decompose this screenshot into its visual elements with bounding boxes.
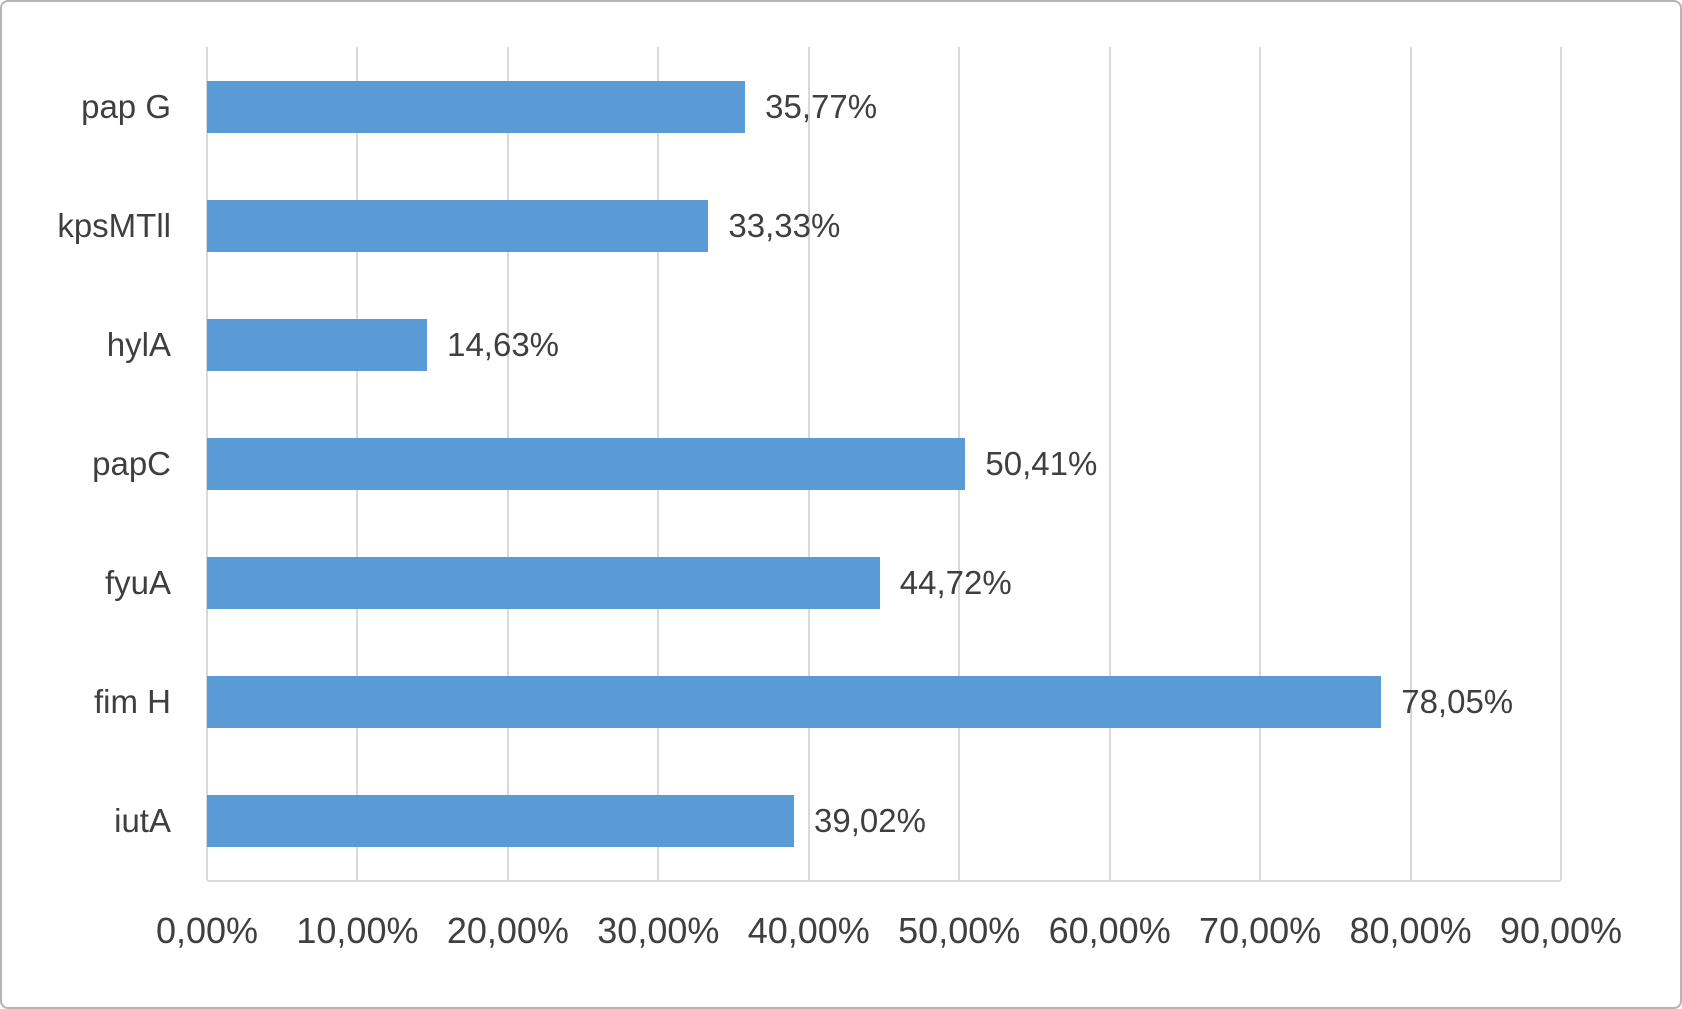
- data-label: 35,77%: [765, 87, 878, 125]
- plot-area: pap G 35,77% kpsMTll 33,33% hylA 14,63% papC 50…: [57, 47, 1562, 882]
- bar: [207, 318, 428, 371]
- category-label: fim H: [94, 682, 171, 720]
- x-axis: 0,00% 10,00% 20,00% 30,00% 40,00% 50,00% 60,00…: [156, 882, 1622, 992]
- category-label: papC: [92, 444, 171, 482]
- bar-row: pap G 35,77%: [81, 47, 1561, 166]
- bar: [207, 556, 880, 609]
- x-axis-tick-label: 30,00%: [597, 910, 720, 951]
- bar-row: kpsMTll 33,33%: [57, 166, 1561, 285]
- data-label: 33,33%: [728, 206, 841, 244]
- bar: [207, 80, 746, 133]
- x-axis-tick-label: 90,00%: [1499, 910, 1623, 951]
- bar: [207, 437, 966, 490]
- bar: [207, 675, 1382, 728]
- bar-row: fim H 78,05%: [94, 642, 1561, 761]
- data-label: 14,63%: [447, 325, 560, 363]
- x-axis-tick-label: 20,00%: [446, 910, 569, 951]
- bar: [207, 199, 709, 252]
- bar-row: hylA 14,63%: [107, 285, 1561, 404]
- bar-row: papC 50,41%: [92, 404, 1561, 523]
- category-label: iutA: [114, 801, 171, 839]
- category-label: hylA: [106, 325, 171, 363]
- category-label: kpsMTll: [57, 206, 171, 244]
- bar-row: iutA 39,02%: [114, 761, 1561, 880]
- x-axis-tick-label: 50,00%: [898, 910, 1021, 951]
- data-label: 78,05%: [1401, 682, 1514, 720]
- x-axis-tick-label: 40,00%: [747, 910, 870, 951]
- data-label: 50,41%: [985, 444, 1098, 482]
- x-axis-tick-label: 80,00%: [1349, 910, 1472, 951]
- data-label: 39,02%: [814, 801, 926, 839]
- category-label: fyuA: [104, 563, 171, 601]
- x-axis-tick-label: 70,00%: [1199, 910, 1322, 951]
- category-label: pap G: [81, 87, 171, 125]
- x-axis-tick-label: 10,00%: [296, 910, 419, 951]
- x-axis-tick-label: 60,00%: [1048, 910, 1171, 951]
- rows: pap G 35,77% kpsMTll 33,33% hylA 14,63% papC 50…: [57, 47, 1561, 880]
- bar-row: fyuA 44,72%: [105, 523, 1561, 642]
- data-label: 44,72%: [899, 563, 1012, 601]
- gridline: [1259, 47, 1262, 880]
- gridline: [1409, 47, 1412, 880]
- gridline: [1108, 47, 1111, 880]
- x-axis-tick-label: 0,00%: [155, 910, 259, 951]
- gridline: [1560, 47, 1562, 880]
- bar: [207, 794, 795, 847]
